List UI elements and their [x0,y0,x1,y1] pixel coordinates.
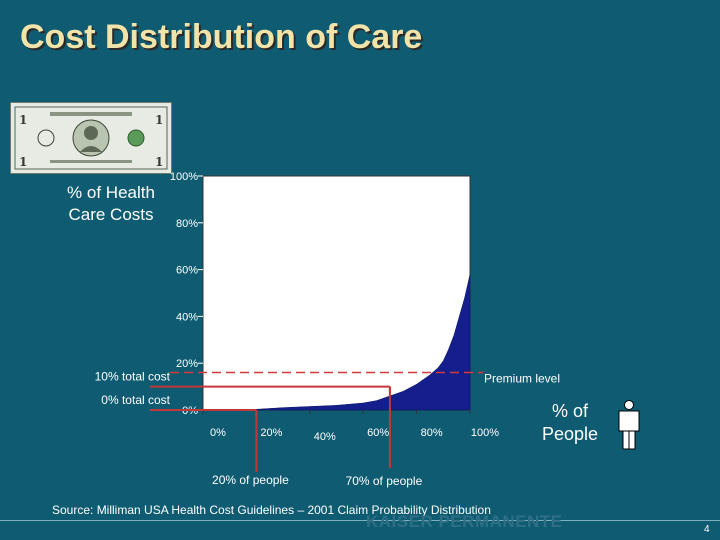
y-tick-label: 60% [176,265,198,277]
annotation-people-label: 70% of people [346,474,423,488]
svg-text:1: 1 [155,155,163,169]
y-tick-label: 80% [176,218,198,230]
dollar-bill-image: 1 1 1 1 [10,102,172,174]
annotation-cost-label: 0% total cost [101,393,170,407]
x-tick-label: 80% [421,427,443,439]
svg-text:1: 1 [155,113,163,127]
svg-text:1: 1 [19,113,27,127]
annotation-people-label: 20% of people [212,473,289,487]
y-axis-label: % of Health Care Costs [67,183,155,224]
footer-divider [0,520,720,521]
x-tick-label: 20% [260,427,282,439]
x-tick-label: 100% [471,427,499,439]
x-tick-label: 0% [210,427,226,439]
x-axis-label: % of People [541,401,599,444]
plot-area [202,175,471,411]
x-tick-label: 40% [314,431,336,443]
annotation-cost-label: 10% total cost [95,370,171,384]
y-tick-label: 100% [170,171,198,183]
page-number: 4 [704,524,710,535]
premium-level-label: Premium level [484,372,560,386]
y-tick-label: 20% [176,358,198,370]
person-icon [618,400,640,450]
slide-title: Cost Distribution of Care [20,18,423,56]
x-tick-label: 60% [367,427,389,439]
footer-logo: KAISER PERMANENTE [366,512,563,531]
svg-text:1: 1 [19,155,27,169]
cost-area-series-0 [203,274,471,411]
source-note: Source: Milliman USA Health Cost Guideli… [52,503,491,517]
y-tick-label: 40% [176,311,198,323]
